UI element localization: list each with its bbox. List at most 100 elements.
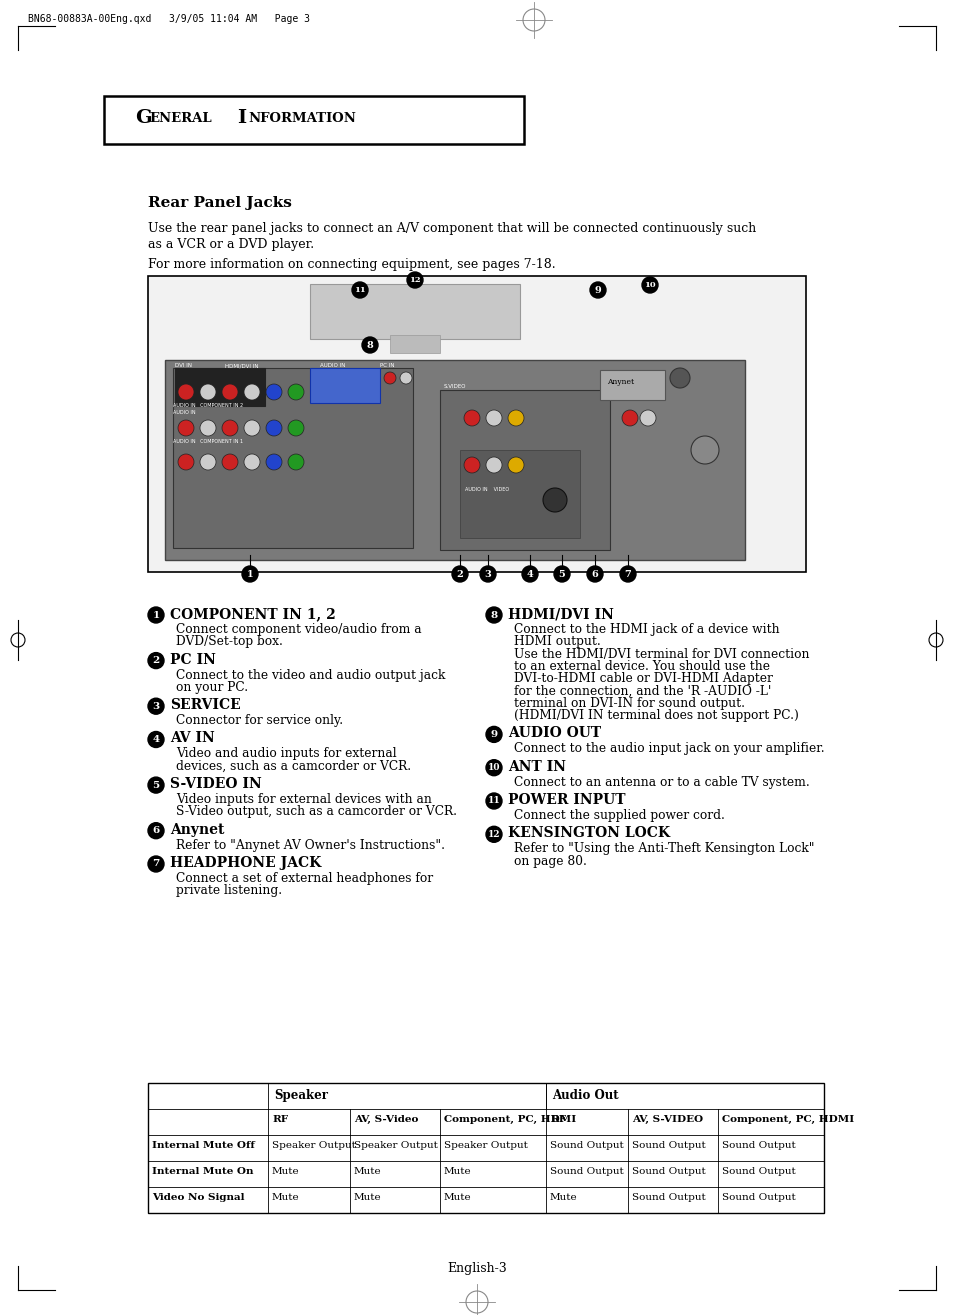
Text: Refer to "Using the Anti-Theft Kensington Lock": Refer to "Using the Anti-Theft Kensingto… [514,843,814,855]
Circle shape [521,565,537,583]
Text: S-VIDEO IN: S-VIDEO IN [170,777,261,792]
Circle shape [384,372,395,384]
Text: devices, such as a camcorder or VCR.: devices, such as a camcorder or VCR. [175,760,411,773]
Circle shape [669,368,689,388]
Text: (HDMI/DVI IN terminal does not support PC.): (HDMI/DVI IN terminal does not support P… [514,709,798,722]
Text: Mute: Mute [354,1193,381,1202]
Text: Connect to an antenna or to a cable TV system.: Connect to an antenna or to a cable TV s… [514,776,809,789]
Bar [148,1084,823,1212]
Text: DVD/Set-top box.: DVD/Set-top box. [175,635,283,648]
Circle shape [621,410,638,426]
Circle shape [407,272,422,288]
Text: Connect to the HDMI jack of a device with: Connect to the HDMI jack of a device wit… [514,623,779,636]
Text: Speaker: Speaker [274,1089,328,1102]
Circle shape [485,410,501,426]
Text: 3: 3 [484,569,491,579]
Text: Speaker Output: Speaker Output [443,1141,527,1151]
Circle shape [200,419,215,437]
Text: Mute: Mute [354,1166,381,1176]
Text: on your PC.: on your PC. [175,681,248,694]
Circle shape [222,454,237,469]
Text: as a VCR or a DVD player.: as a VCR or a DVD player. [148,238,314,251]
Text: HDMI output.: HDMI output. [514,635,600,648]
Text: 4: 4 [526,569,533,579]
Text: S-Video output, such as a camcorder or VCR.: S-Video output, such as a camcorder or V… [175,805,456,818]
Text: AV IN: AV IN [170,731,214,746]
Text: NFORMATION: NFORMATION [248,112,355,125]
Text: 6: 6 [591,569,598,579]
FancyBboxPatch shape [599,370,664,400]
Circle shape [639,410,656,426]
Text: for the connection, and the 'R -AUDIO -L': for the connection, and the 'R -AUDIO -L… [514,685,771,697]
Circle shape [244,384,260,400]
Text: S.VIDEO: S.VIDEO [443,384,466,389]
Text: AUDIO IN: AUDIO IN [319,363,345,368]
Text: 10: 10 [487,763,499,772]
Circle shape [148,698,164,714]
Text: Rear Panel Jacks: Rear Panel Jacks [148,196,292,210]
Circle shape [242,565,257,583]
Circle shape [148,777,164,793]
Text: Mute: Mute [443,1166,471,1176]
Text: SERVICE: SERVICE [170,698,240,713]
Circle shape [148,823,164,839]
Text: AV, S-VIDEO: AV, S-VIDEO [631,1115,702,1124]
Circle shape [463,410,479,426]
Circle shape [507,410,523,426]
Circle shape [586,565,602,583]
Circle shape [148,608,164,623]
Circle shape [507,458,523,473]
Text: Video No Signal: Video No Signal [152,1193,244,1202]
Text: Connect component video/audio from a: Connect component video/audio from a [175,623,421,636]
Text: 1: 1 [152,610,159,619]
Text: on page 80.: on page 80. [514,855,586,868]
Text: KENSINGTON LOCK: KENSINGTON LOCK [507,826,669,840]
Text: PC IN: PC IN [379,363,395,368]
Circle shape [222,384,237,400]
Circle shape [200,454,215,469]
Circle shape [485,458,501,473]
Text: Refer to "Anynet AV Owner's Instructions".: Refer to "Anynet AV Owner's Instructions… [175,839,444,852]
Text: G: G [135,109,152,128]
Text: Sound Output: Sound Output [631,1193,705,1202]
Text: Use the rear panel jacks to connect an A/V component that will be connected cont: Use the rear panel jacks to connect an A… [148,222,756,235]
Text: 7: 7 [152,860,159,868]
Text: Sound Output: Sound Output [721,1166,795,1176]
Circle shape [266,384,282,400]
Text: 8: 8 [366,341,373,350]
Text: DVI-to-HDMI cable or DVI-HDMI Adapter: DVI-to-HDMI cable or DVI-HDMI Adapter [514,672,772,685]
Text: DVI IN: DVI IN [174,363,192,368]
Text: 10: 10 [643,281,655,289]
Text: Component, PC, HDMI: Component, PC, HDMI [443,1115,576,1124]
Circle shape [485,608,501,623]
Circle shape [619,565,636,583]
Text: AUDIO IN: AUDIO IN [172,410,195,416]
Text: 11: 11 [487,797,500,806]
Text: HDMI/DVI IN: HDMI/DVI IN [225,363,258,368]
Circle shape [288,384,304,400]
Circle shape [178,419,193,437]
Text: Connector for service only.: Connector for service only. [175,714,343,727]
Text: Sound Output: Sound Output [631,1141,705,1151]
Text: AUDIO OUT: AUDIO OUT [507,726,600,740]
FancyBboxPatch shape [104,96,523,145]
FancyBboxPatch shape [310,368,379,402]
Circle shape [288,454,304,469]
Circle shape [554,565,569,583]
Circle shape [244,419,260,437]
Text: COMPONENT IN 1, 2: COMPONENT IN 1, 2 [170,608,335,621]
FancyBboxPatch shape [172,368,413,548]
Text: For more information on connecting equipment, see pages 7-18.: For more information on connecting equip… [148,258,555,271]
Circle shape [288,419,304,437]
Text: AUDIO IN   COMPONENT IN 1: AUDIO IN COMPONENT IN 1 [172,439,243,444]
Circle shape [463,458,479,473]
Circle shape [352,281,368,299]
Text: Anynet: Anynet [606,377,634,387]
Text: to an external device. You should use the: to an external device. You should use th… [514,660,769,673]
FancyBboxPatch shape [390,335,439,352]
Circle shape [178,384,193,400]
Text: Connect the supplied power cord.: Connect the supplied power cord. [514,809,724,822]
Circle shape [244,454,260,469]
Text: ENERAL: ENERAL [149,112,212,125]
Text: Anynet: Anynet [170,823,224,836]
